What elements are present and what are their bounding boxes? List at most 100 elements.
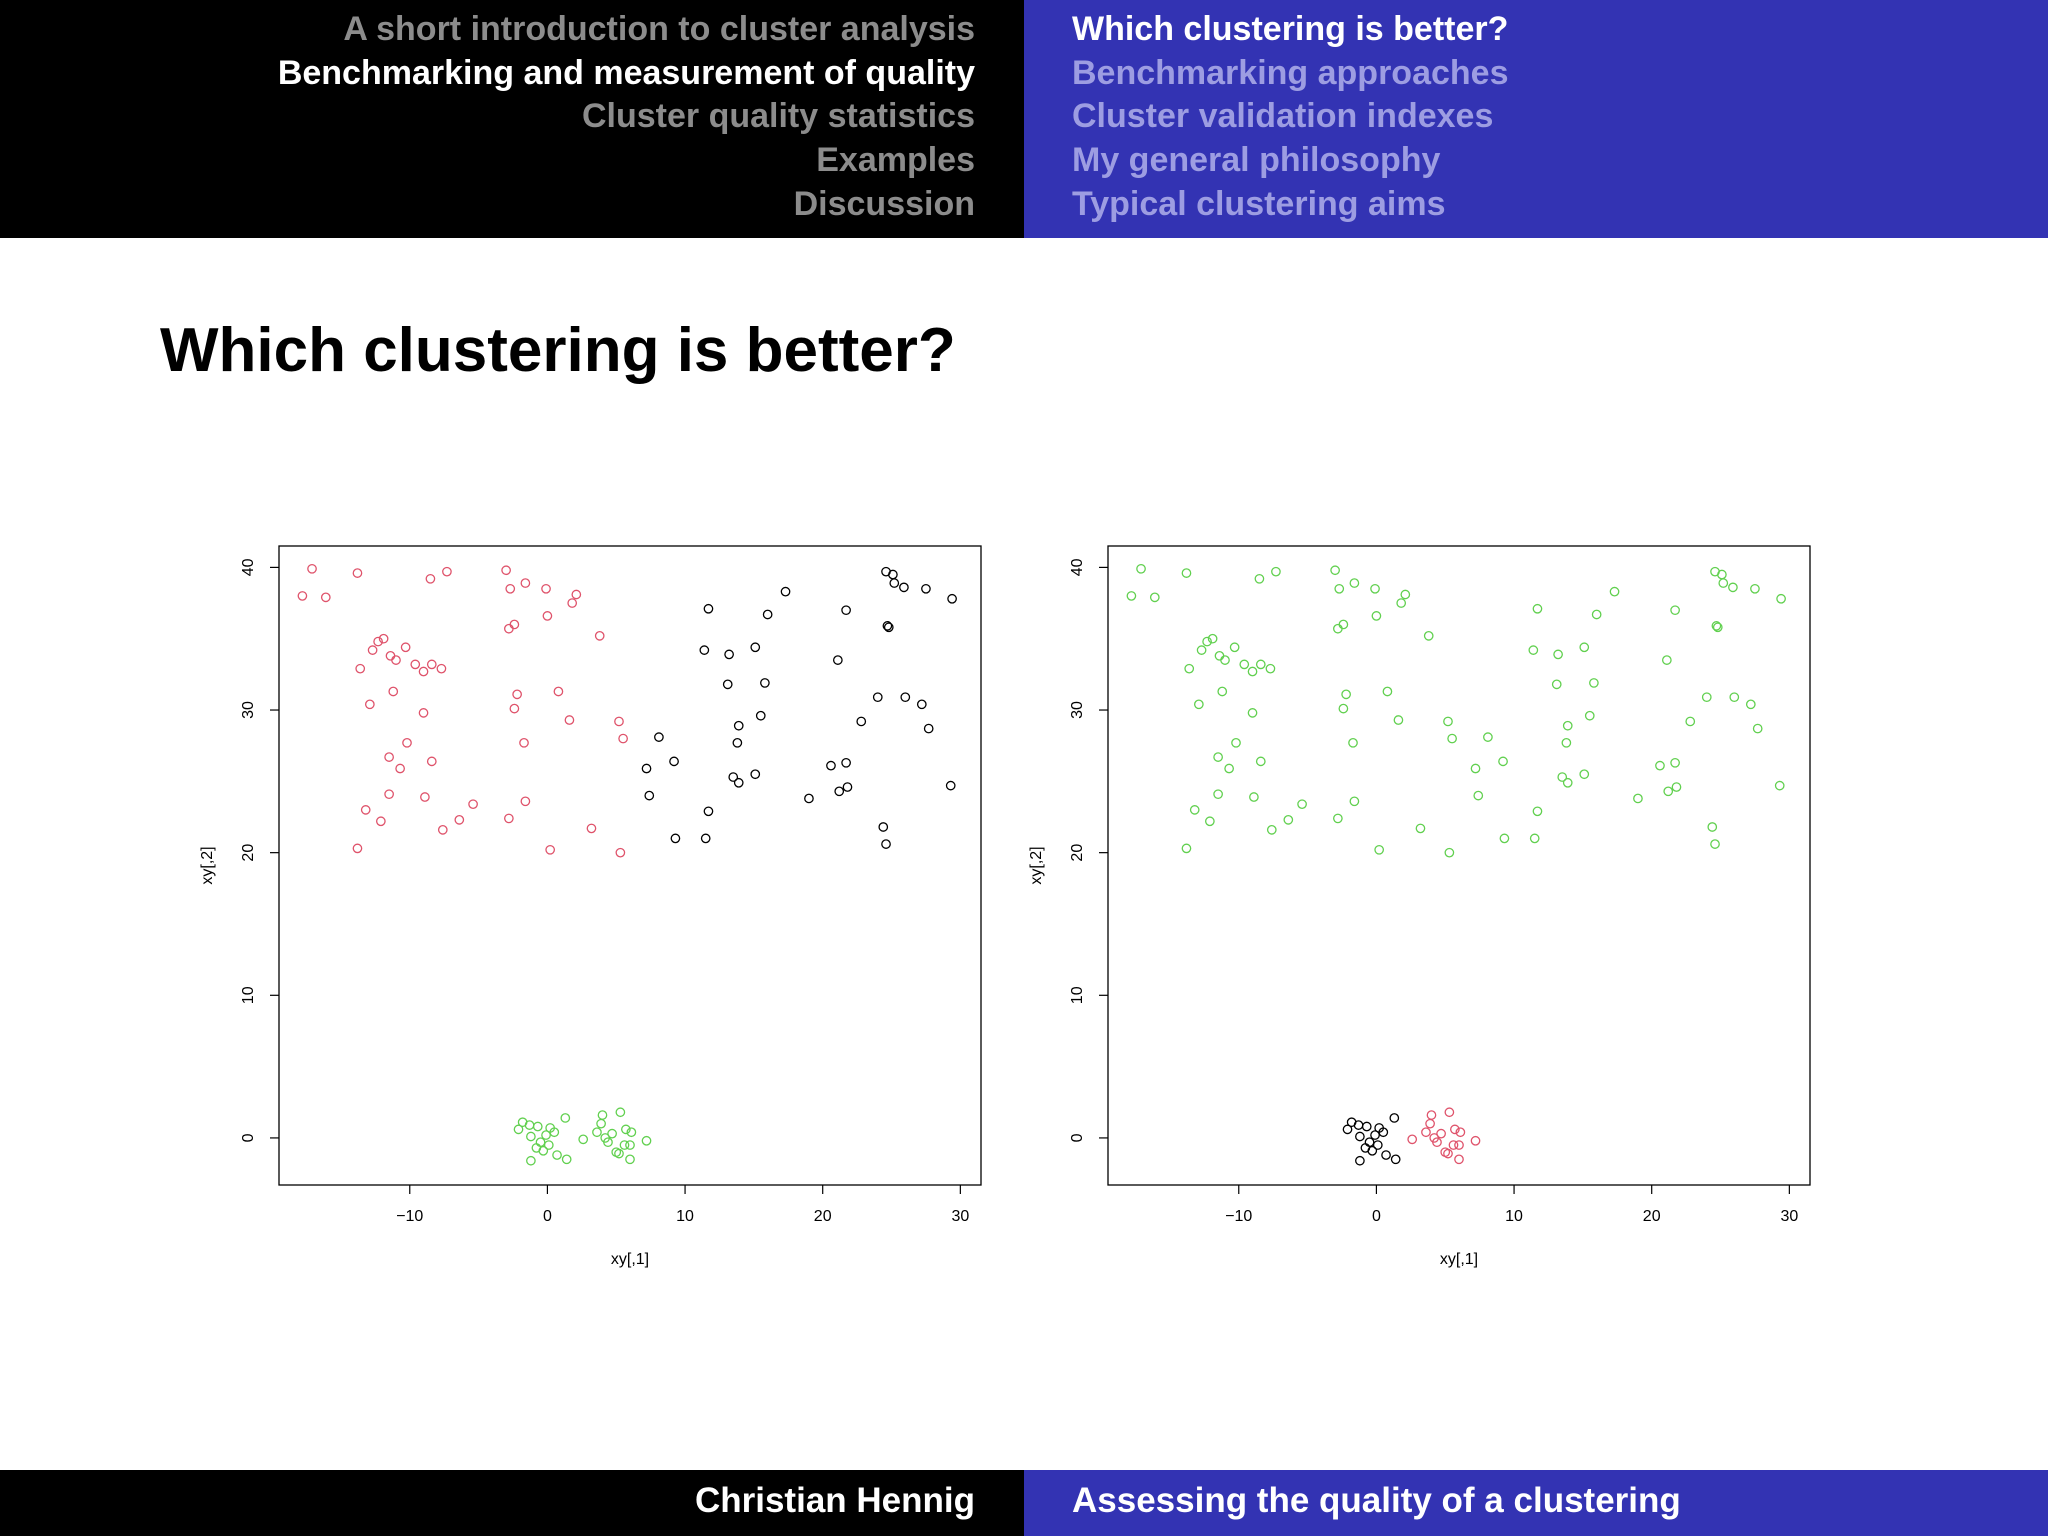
data-point <box>703 603 714 614</box>
data-point <box>1283 815 1294 825</box>
nav-section-benchmarking[interactable]: Benchmarking and measurement of quality <box>277 53 975 92</box>
subsection-nav: Which clustering is better? Benchmarking… <box>1024 0 2048 238</box>
data-point <box>826 760 836 771</box>
data-point <box>1341 689 1351 700</box>
data-point <box>1374 844 1385 855</box>
data-point <box>1671 782 1682 792</box>
plot-frame <box>1107 545 1811 1186</box>
data-point <box>883 622 894 633</box>
scatter-plot-left: −10 0 10 20 30 0 10 20 30 40 xy[,1] xy[,2] <box>195 530 995 1290</box>
data-point <box>501 565 511 576</box>
data-point <box>1557 772 1568 782</box>
data-point <box>360 805 371 815</box>
nav-subsection-philosophy[interactable]: My general philosophy <box>1072 141 1441 180</box>
data-point <box>384 789 394 800</box>
data-point <box>426 756 437 767</box>
data-point <box>1371 611 1382 621</box>
nav-subsection-benchmarking-approaches[interactable]: Benchmarking approaches <box>1072 53 1509 92</box>
data-point <box>545 844 556 855</box>
nav-section-examples[interactable]: Examples <box>816 141 975 180</box>
data-point <box>532 1121 543 1132</box>
nav-subsection-validation-indexes[interactable]: Cluster validation indexes <box>1072 97 1494 136</box>
data-point <box>1750 583 1760 594</box>
nav-subsection-which-clustering[interactable]: Which clustering is better? <box>1072 10 1509 48</box>
data-point <box>597 1110 608 1120</box>
data-point <box>1297 799 1307 810</box>
y-axis-label: xy[,2] <box>199 846 216 884</box>
data-point <box>625 1154 635 1165</box>
data-point <box>1229 642 1240 653</box>
scatter-plot-right-svg: −10 0 10 20 30 0 10 20 30 40 xy[,1] xy[,2] <box>1028 545 1811 1268</box>
data-point <box>505 583 516 594</box>
data-point <box>1633 793 1643 804</box>
data-point <box>1334 583 1345 594</box>
data-point <box>520 578 531 588</box>
data-point <box>1444 847 1455 858</box>
data-point <box>762 609 773 620</box>
data-point <box>1454 1140 1464 1150</box>
data-point <box>1348 737 1358 748</box>
data-point <box>513 1124 524 1135</box>
data-point <box>596 1118 606 1129</box>
data-point <box>504 813 514 824</box>
data-point <box>1447 733 1457 744</box>
data-point <box>297 591 308 601</box>
data-point <box>535 1137 546 1148</box>
y-tick-label: 30 <box>240 701 257 719</box>
data-point <box>732 737 743 748</box>
data-point <box>1136 563 1146 574</box>
data-point <box>1333 813 1343 824</box>
data-point <box>1661 655 1672 665</box>
data-point <box>426 659 437 670</box>
data-point <box>1370 583 1380 594</box>
data-point <box>1214 650 1225 661</box>
data-point <box>945 780 956 791</box>
data-point <box>619 1140 630 1150</box>
data-point <box>1701 692 1712 703</box>
nav-section-intro[interactable]: A short introduction to cluster analysis <box>343 10 975 48</box>
data-point <box>1217 686 1228 697</box>
data-point <box>607 1128 617 1139</box>
data-point <box>1561 737 1572 748</box>
data-point <box>1579 642 1590 653</box>
data-point <box>352 568 363 578</box>
x-axis-label: xy[,1] <box>611 1251 649 1268</box>
nav-section-quality-statistics[interactable]: Cluster quality statistics <box>581 97 975 136</box>
data-point <box>1562 720 1573 731</box>
data-point <box>1529 833 1540 844</box>
data-point <box>1609 586 1620 597</box>
data-point <box>1189 805 1200 815</box>
data-point <box>1247 666 1258 677</box>
data-point <box>1407 1134 1418 1145</box>
data-point <box>355 663 366 674</box>
data-point <box>1712 622 1723 633</box>
x-tick-label: 30 <box>1780 1208 1798 1225</box>
data-point <box>561 1154 572 1165</box>
data-point <box>1532 806 1543 817</box>
data-point <box>1454 1154 1464 1165</box>
nav-section-discussion[interactable]: Discussion <box>793 184 975 223</box>
data-point <box>947 593 957 604</box>
data-point <box>614 1148 624 1159</box>
data-point <box>1193 699 1204 710</box>
data-point <box>1729 692 1740 703</box>
y-tick-label: 30 <box>1069 701 1086 719</box>
data-point <box>1774 780 1785 791</box>
data-point <box>1255 756 1266 767</box>
data-point <box>780 586 791 597</box>
x-tick-label: −10 <box>396 1208 423 1225</box>
y-tick-label: 0 <box>1069 1133 1086 1142</box>
data-point <box>1436 1128 1446 1139</box>
data-point <box>418 708 429 718</box>
footer-author: Christian Hennig <box>694 1481 975 1520</box>
nav-subsection-clustering-aims[interactable]: Typical clustering aims <box>1072 184 1446 223</box>
data-point <box>722 679 733 690</box>
data-point <box>899 582 909 593</box>
data-point <box>1213 789 1223 800</box>
x-tick-label: 30 <box>951 1208 969 1225</box>
data-point <box>621 1124 631 1135</box>
data-point <box>519 737 529 748</box>
data-point <box>921 583 931 594</box>
data-point <box>1265 663 1276 674</box>
data-point <box>856 716 867 727</box>
